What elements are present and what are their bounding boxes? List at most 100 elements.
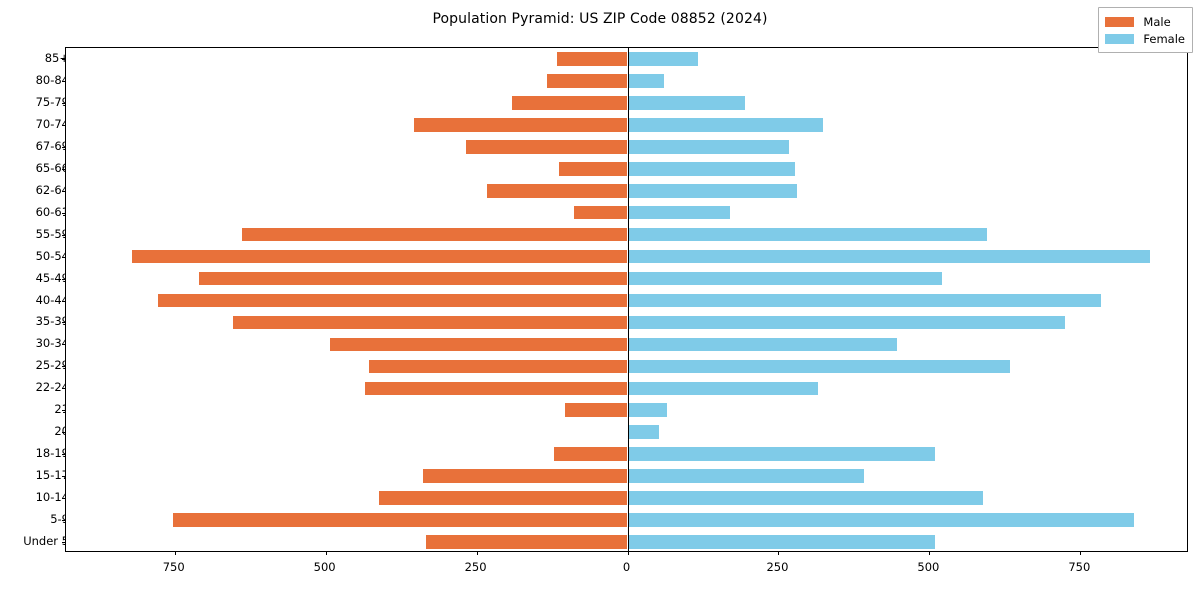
y-axis-tick xyxy=(62,256,66,258)
bar-row xyxy=(66,52,1187,66)
y-axis-tick xyxy=(62,212,66,214)
y-axis-tick xyxy=(62,454,66,456)
bar-female xyxy=(627,293,1101,308)
bar-row xyxy=(66,205,1187,220)
bar-female xyxy=(627,271,943,286)
bar-male xyxy=(131,249,628,264)
y-axis-label: 30-34 xyxy=(35,336,69,351)
x-axis-label: 500 xyxy=(917,560,940,574)
legend-item: Female xyxy=(1105,30,1185,47)
y-axis-tick xyxy=(62,476,66,478)
bar-male xyxy=(232,315,628,330)
y-axis-tick xyxy=(62,278,66,280)
x-axis-tick xyxy=(174,551,176,555)
y-axis-tick xyxy=(62,146,66,148)
y-axis-label: 67-69 xyxy=(35,138,69,153)
bar-male xyxy=(557,52,628,66)
bar-female xyxy=(627,513,1135,527)
y-axis-label: 5-9 xyxy=(50,512,69,527)
y-axis-label: 15-17 xyxy=(35,468,69,483)
bar-female xyxy=(627,52,698,66)
y-axis-label: 40-44 xyxy=(35,292,69,307)
x-axis-label: 750 xyxy=(162,560,185,574)
legend-label: Female xyxy=(1143,31,1185,46)
bar-row xyxy=(66,74,1187,88)
y-axis-label: 22-24 xyxy=(35,380,69,395)
x-axis-tick xyxy=(778,551,780,555)
bar-female xyxy=(627,403,667,418)
y-axis-tick xyxy=(62,300,66,302)
bar-male xyxy=(554,447,628,461)
bar-row xyxy=(66,249,1187,264)
bar-male xyxy=(369,359,628,374)
bar-male xyxy=(365,381,628,396)
y-axis-label: 80-84 xyxy=(35,72,69,87)
x-axis-tick xyxy=(929,551,931,555)
bar-female xyxy=(627,118,823,132)
y-axis-label: 10-14 xyxy=(35,490,69,505)
bar-row xyxy=(66,183,1187,198)
bar-male xyxy=(465,139,628,154)
y-axis-label: 55-59 xyxy=(35,226,69,241)
x-axis-tick xyxy=(1080,551,1082,555)
y-axis-label: 45-49 xyxy=(35,270,69,285)
legend-label: Male xyxy=(1143,14,1171,29)
bar-female xyxy=(627,469,865,483)
bar-female xyxy=(627,183,797,198)
y-axis-label: 62-64 xyxy=(35,182,69,197)
x-axis-label: 0 xyxy=(622,560,631,574)
plot-area xyxy=(62,47,1188,555)
y-axis-label: 75-79 xyxy=(35,94,69,109)
x-axis-label: 500 xyxy=(313,560,336,574)
chart-legend: Male Female xyxy=(1098,7,1193,53)
legend-item: Male xyxy=(1105,13,1185,30)
y-axis-tick xyxy=(62,410,66,412)
y-axis-tick xyxy=(62,322,66,324)
bar-row xyxy=(66,293,1187,308)
bar-male xyxy=(547,74,628,88)
bar-row xyxy=(66,161,1187,176)
bar-female xyxy=(627,249,1151,264)
zero-axis-line xyxy=(627,48,629,551)
bar-female xyxy=(627,315,1066,330)
bar-male xyxy=(511,96,628,110)
y-axis-label: 70-74 xyxy=(35,116,69,131)
bar-female xyxy=(627,447,935,461)
bar-row xyxy=(66,535,1187,549)
bar-female xyxy=(627,359,1010,374)
bar-male xyxy=(241,227,628,242)
bar-male xyxy=(559,161,628,176)
bar-row xyxy=(66,271,1187,286)
bar-male xyxy=(425,535,628,549)
x-axis-label: 750 xyxy=(1068,560,1091,574)
legend-swatch xyxy=(1105,16,1135,27)
bar-female xyxy=(627,74,665,88)
bar-row xyxy=(66,447,1187,461)
bar-male xyxy=(422,469,628,483)
bar-male xyxy=(157,293,628,308)
bars-layer xyxy=(66,48,1187,551)
y-axis-label: 18-19 xyxy=(35,446,69,461)
bar-male xyxy=(378,491,628,505)
bar-row xyxy=(66,118,1187,132)
bar-female xyxy=(627,425,660,440)
bar-female xyxy=(627,161,796,176)
y-axis-label: 60-61 xyxy=(35,204,69,219)
x-axis-tick xyxy=(627,551,629,555)
y-axis-tick xyxy=(62,344,66,346)
y-axis-tick xyxy=(62,542,66,544)
bar-male xyxy=(173,513,628,527)
bar-female xyxy=(627,96,746,110)
y-axis-tick xyxy=(62,190,66,192)
bar-row xyxy=(66,469,1187,483)
y-axis-tick xyxy=(62,432,66,434)
bar-female xyxy=(627,491,984,505)
y-axis-tick xyxy=(62,498,66,500)
bar-female xyxy=(627,205,731,220)
bar-male xyxy=(573,205,628,220)
y-axis-label: 25-29 xyxy=(35,358,69,373)
y-axis-label: 50-54 xyxy=(35,248,69,263)
y-axis-tick xyxy=(62,168,66,170)
x-axis-tick xyxy=(476,551,478,555)
